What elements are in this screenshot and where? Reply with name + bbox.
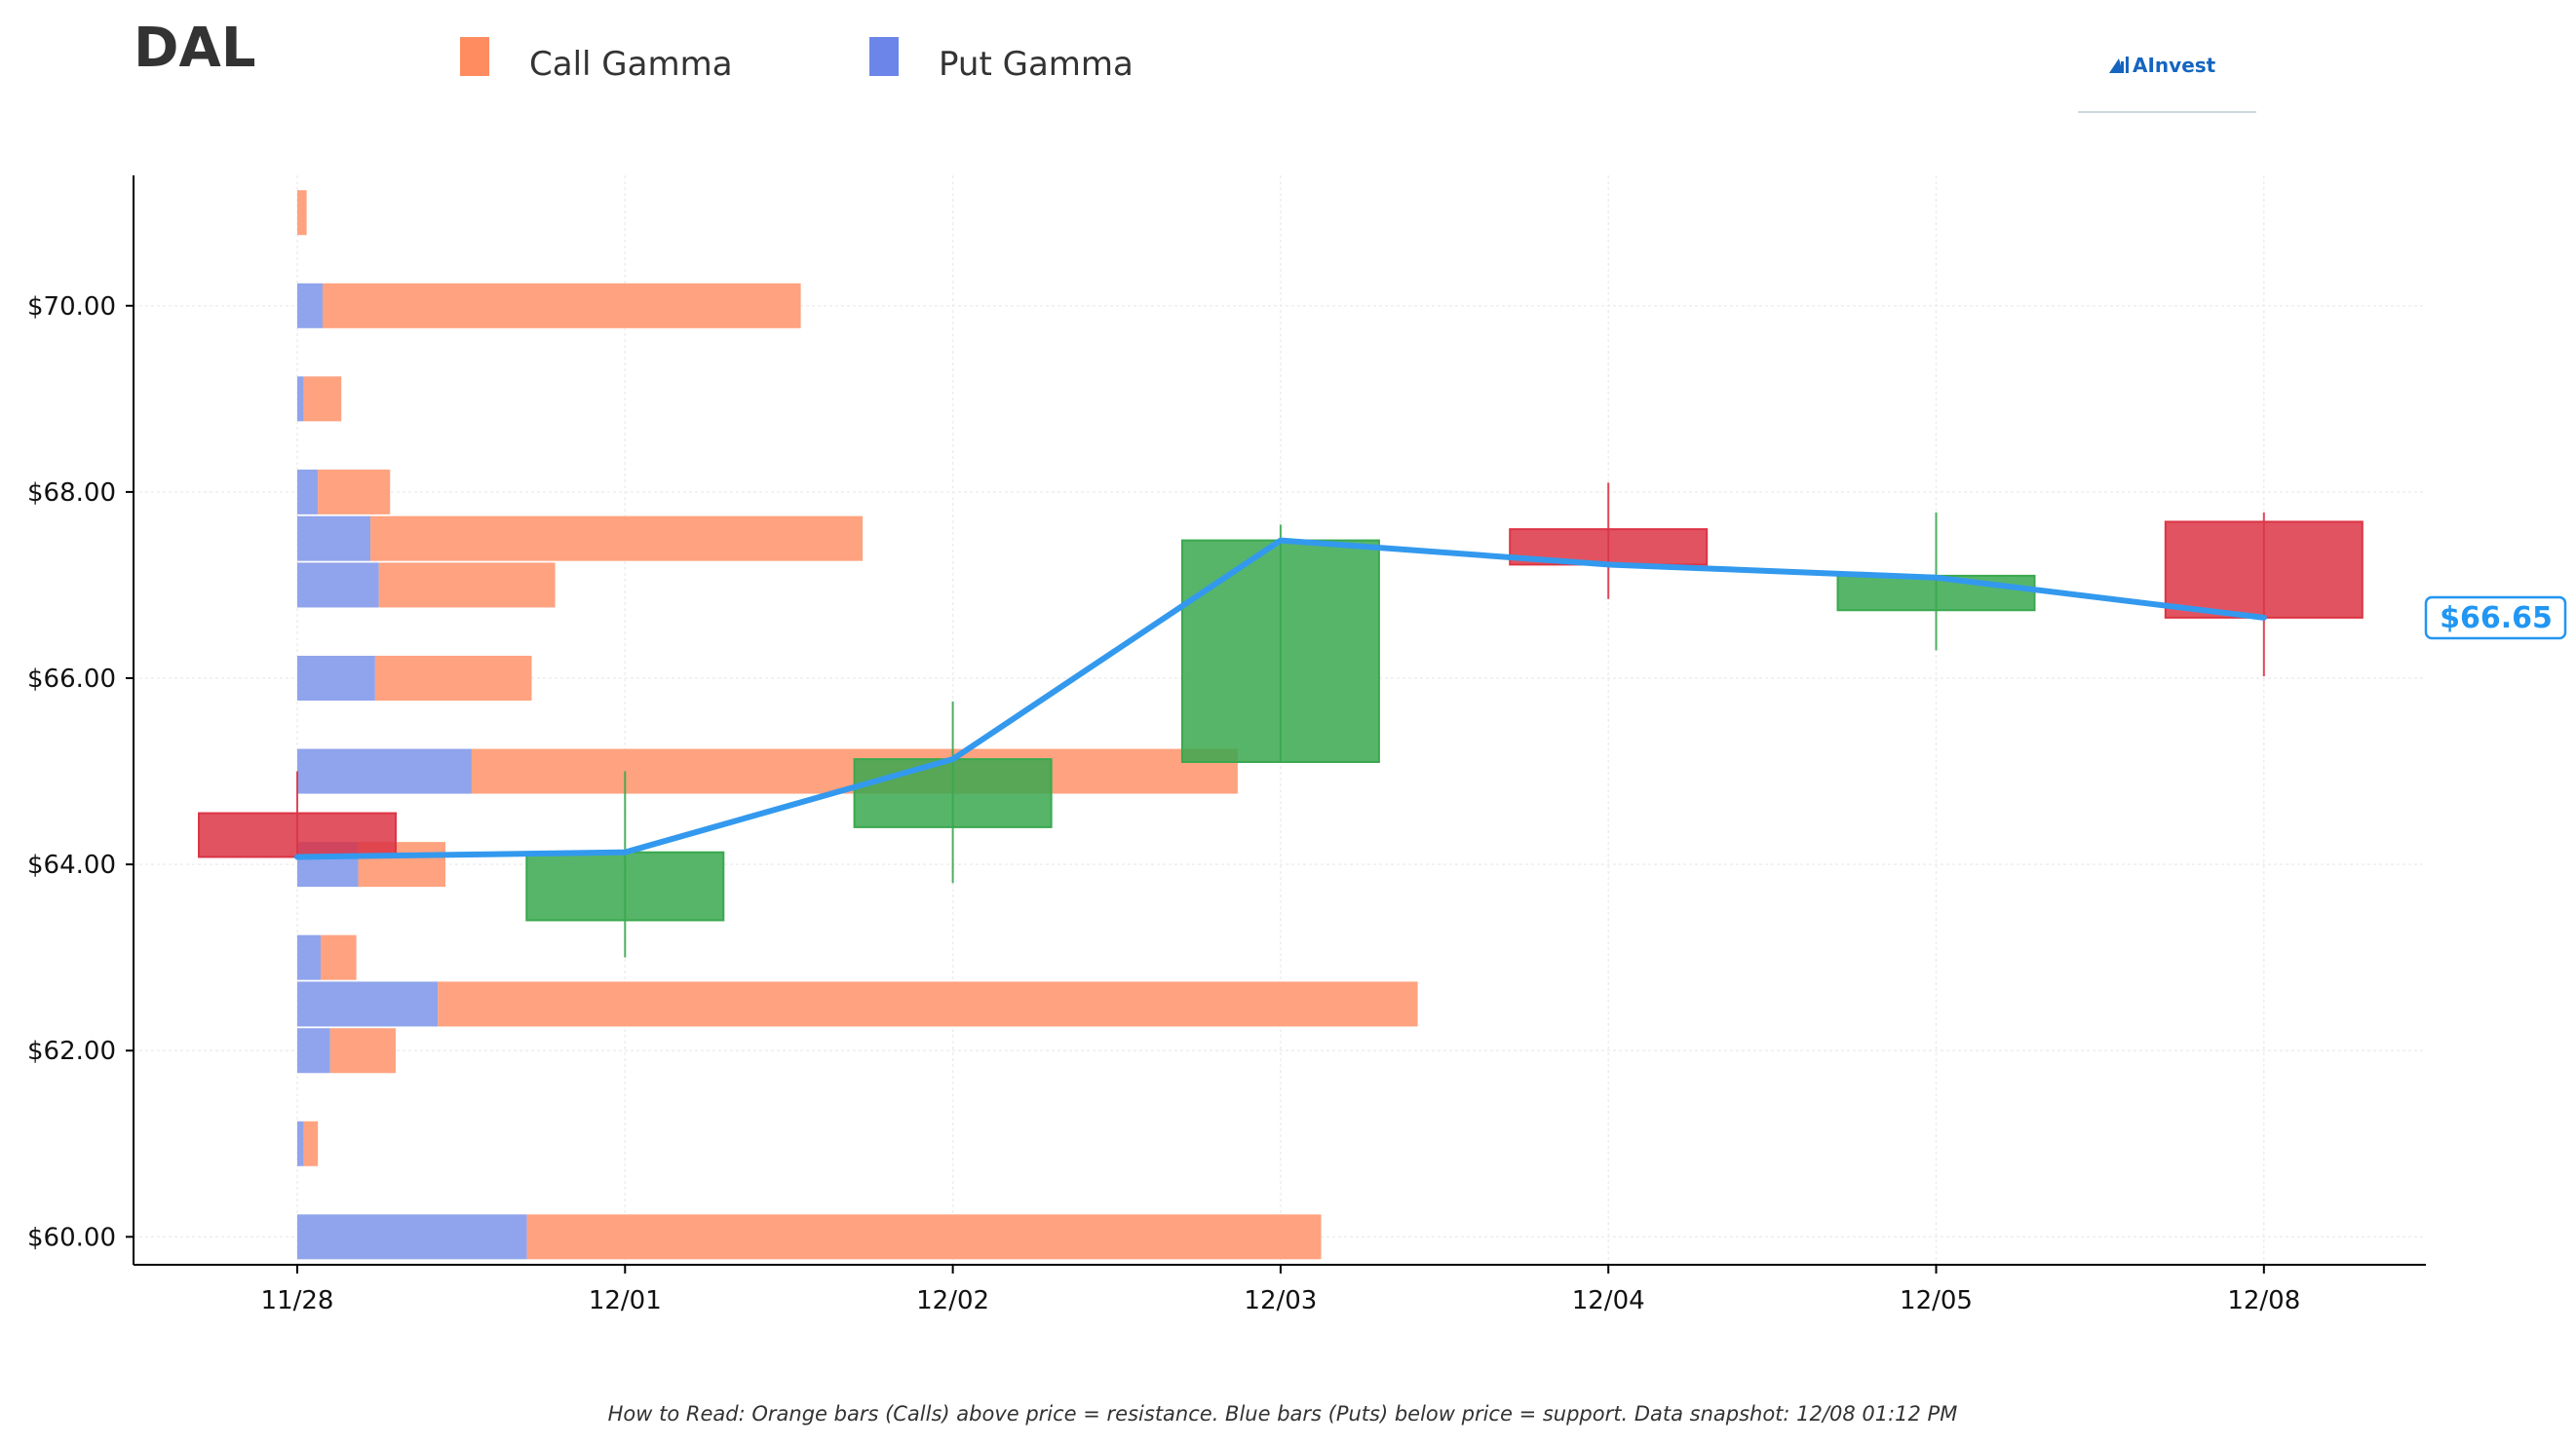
current-price-label: $66.65 [2440, 601, 2553, 635]
x-tick-label-1: 12/01 [589, 1286, 662, 1315]
call-gamma-bar-2 [303, 376, 342, 422]
x-tick-label-6: 12/08 [2227, 1286, 2300, 1315]
close-price-line [294, 537, 2267, 860]
put-gamma-bar-3 [297, 469, 319, 514]
y-tick-label-0: $60.00 [27, 1223, 116, 1252]
put-gamma-bar-7 [297, 748, 472, 794]
put-gamma-bar-12 [297, 1121, 304, 1166]
current-price-badge: $66.65 [2424, 595, 2567, 640]
put-gamma-bar-1 [297, 283, 323, 328]
call-gamma-bar-9 [321, 934, 357, 980]
y-tick-label-4: $68.00 [27, 478, 116, 508]
x-tick-label-2: 12/02 [916, 1286, 989, 1315]
axes: $60.00 $62.00 $64.00 $66.00 $68.00 $70.00 11/2… [27, 175, 2426, 1315]
how-to-read-footnote: How to Read: Orange bars (Calls) above p… [608, 1402, 1958, 1426]
put-gamma-bar-13 [297, 1214, 527, 1260]
call-gamma-bar-3 [318, 469, 391, 514]
candle-body-2 [853, 758, 1053, 828]
y-tick-label-3: $66.00 [27, 665, 116, 694]
candle-body-6 [2164, 520, 2364, 619]
call-gamma-bar-1 [322, 283, 801, 328]
call-gamma-bar-5 [378, 562, 556, 608]
put-gamma-bar-11 [297, 1028, 330, 1074]
brand-logo: AInvest [2078, 54, 2256, 113]
ticker-title: DAL [134, 17, 256, 80]
legend-call-swatch [460, 37, 489, 76]
call-gamma-bar-4 [370, 515, 864, 561]
y-tick-label-2: $64.00 [27, 851, 116, 880]
current-price-badge-frame [2424, 595, 2567, 640]
candle-body-1 [525, 851, 725, 922]
put-gamma-bar-9 [297, 934, 322, 980]
call-gamma-bar-0 [297, 190, 307, 236]
put-gamma-bar-6 [297, 656, 375, 701]
legend-call-label: Call Gamma [529, 45, 733, 84]
brand-name: AInvest [2133, 54, 2216, 77]
y-tick-label-1: $62.00 [27, 1037, 116, 1066]
put-gamma-bar-2 [297, 376, 304, 422]
put-gamma-bar-4 [297, 515, 371, 561]
call-gamma-bar-12 [303, 1121, 319, 1166]
x-tick-label-5: 12/05 [1900, 1286, 1973, 1315]
close-price-polyline [294, 537, 2267, 860]
bar-chart-logo-icon [2109, 57, 2129, 73]
call-gamma-bar-6 [374, 656, 532, 701]
x-tick-label-0: 11/28 [261, 1286, 334, 1315]
y-tick-label-5: $70.00 [27, 292, 116, 322]
put-gamma-bar-5 [297, 562, 379, 608]
gamma-bars [297, 190, 1418, 1260]
candle-body-5 [1836, 574, 2036, 612]
call-gamma-bar-10 [438, 981, 1418, 1027]
put-gamma-bar-10 [297, 981, 439, 1027]
x-tick-label-4: 12/04 [1572, 1286, 1645, 1315]
x-tick-label-3: 12/03 [1244, 1286, 1317, 1315]
candle-body-3 [1180, 539, 1380, 763]
legend-put-swatch [869, 37, 899, 76]
call-gamma-bar-13 [526, 1214, 1322, 1260]
candle-body-0 [198, 812, 397, 858]
call-gamma-bar-11 [329, 1028, 397, 1074]
legend-put-label: Put Gamma [939, 45, 1134, 84]
